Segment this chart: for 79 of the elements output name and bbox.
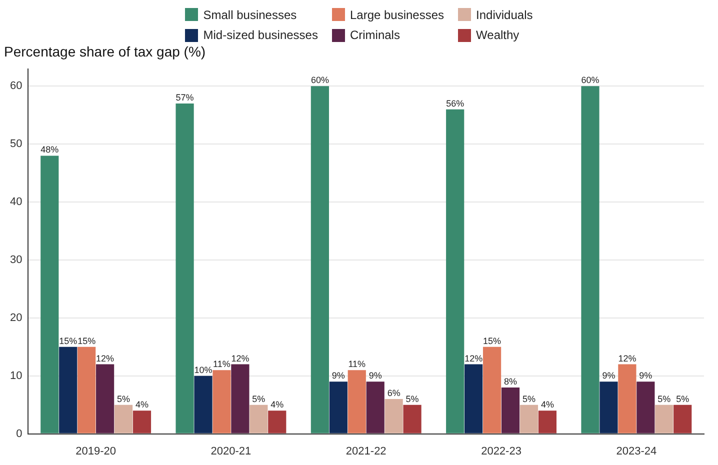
data-label: 12% xyxy=(618,353,636,364)
data-label: 4% xyxy=(270,400,284,410)
data-label: 60% xyxy=(310,75,329,86)
bar xyxy=(59,346,78,434)
data-label: 5% xyxy=(676,394,690,404)
x-tick-label: 2020-21 xyxy=(210,445,252,458)
bar xyxy=(96,364,114,434)
data-label: 60% xyxy=(581,75,600,86)
x-tick-label: 2021-22 xyxy=(346,445,386,458)
bar xyxy=(600,382,618,434)
legend-label: Wealthy xyxy=(476,28,520,42)
bar xyxy=(194,376,212,434)
y-tick-label: 30 xyxy=(10,254,22,266)
data-label: 9% xyxy=(639,370,652,381)
data-label: 8% xyxy=(504,376,518,386)
data-label: 15% xyxy=(483,336,502,346)
legend-label: Small businesses xyxy=(203,8,297,22)
bar xyxy=(464,364,483,434)
bar xyxy=(310,86,329,434)
data-label: 9% xyxy=(332,370,345,381)
data-label: 57% xyxy=(176,92,194,103)
bar xyxy=(212,370,231,434)
data-label: 12% xyxy=(231,353,250,364)
bar xyxy=(403,404,422,434)
bar xyxy=(538,410,556,434)
bar xyxy=(618,364,636,434)
data-label: 4% xyxy=(540,400,554,410)
y-tick-label: 20 xyxy=(10,312,22,324)
bar xyxy=(366,382,384,434)
data-label: 6% xyxy=(387,388,400,398)
bar xyxy=(40,156,59,434)
x-tick-label: 2023-24 xyxy=(616,445,657,458)
bar xyxy=(348,370,366,434)
bar xyxy=(132,410,152,434)
y-tick-label: 50 xyxy=(10,138,22,150)
data-label: 56% xyxy=(446,98,464,108)
data-label: 4% xyxy=(135,400,148,410)
legend-label: Mid-sized businesses xyxy=(203,28,318,42)
data-label: 11% xyxy=(348,359,366,370)
bar xyxy=(250,404,268,434)
data-label: 12% xyxy=(464,353,483,364)
data-label: 10% xyxy=(194,364,212,375)
data-label: 9% xyxy=(602,370,616,381)
data-label: 5% xyxy=(522,394,536,404)
x-tick-label: 2022-23 xyxy=(481,445,522,458)
bar xyxy=(78,346,96,434)
bar xyxy=(520,404,538,434)
data-label: 5% xyxy=(406,394,419,404)
bar xyxy=(231,364,250,434)
bar xyxy=(446,109,464,434)
bar xyxy=(674,404,692,434)
data-label: 11% xyxy=(213,359,230,370)
data-label: 9% xyxy=(368,370,382,381)
bar xyxy=(482,346,502,434)
data-label: 48% xyxy=(40,144,59,155)
data-label: 12% xyxy=(96,353,114,364)
y-tick-label: 40 xyxy=(10,196,22,208)
bar xyxy=(114,404,133,434)
chart-title: Percentage share of tax gap (%) xyxy=(4,43,206,60)
y-tick-label: 0 xyxy=(16,428,22,440)
legend-label: Individuals xyxy=(476,8,533,22)
data-label: 15% xyxy=(78,336,96,346)
bar xyxy=(501,387,520,434)
y-tick-label: 60 xyxy=(10,80,22,92)
bar xyxy=(655,404,674,434)
data-label: 5% xyxy=(117,394,130,404)
data-label: 15% xyxy=(59,336,78,346)
y-tick-label: 10 xyxy=(10,370,22,382)
bar xyxy=(581,86,600,434)
bar xyxy=(384,399,403,434)
data-label: 5% xyxy=(252,394,266,404)
bar xyxy=(176,104,194,434)
bar xyxy=(268,410,286,434)
bar xyxy=(636,382,655,434)
x-tick-label: 2019-20 xyxy=(76,445,116,458)
bar xyxy=(329,382,348,434)
data-label: 5% xyxy=(658,394,671,404)
legend-label: Criminals xyxy=(350,28,400,42)
legend-label: Large businesses xyxy=(350,8,444,22)
